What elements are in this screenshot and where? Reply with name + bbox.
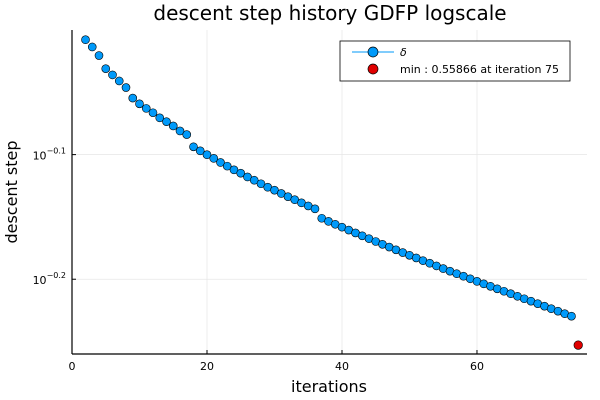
- data-point: [175, 126, 185, 136]
- ticks: 0 20 40 60 10−0.1 10−0.2: [33, 147, 484, 373]
- data-point: [162, 117, 171, 126]
- y-tick-label: 10−0.1: [33, 147, 66, 163]
- data-point: [567, 311, 576, 321]
- legend: δ min : 0.55866 at iteration 75: [339, 40, 571, 82]
- legend-label: δ: [400, 46, 407, 59]
- x-tick-label: 40: [335, 360, 349, 373]
- data-point: [128, 93, 138, 103]
- data-point: [236, 168, 246, 178]
- data-point: [249, 175, 259, 185]
- data-point: [108, 70, 117, 80]
- x-axis-label: iterations: [291, 377, 367, 396]
- x-tick-label: 20: [200, 360, 214, 373]
- data-point: [202, 150, 212, 160]
- y-axis-label: descent step: [2, 140, 21, 243]
- x-tick-label: 0: [69, 360, 76, 373]
- data-point: [114, 76, 124, 86]
- data-point: [310, 204, 320, 214]
- data-point: [121, 83, 131, 92]
- chart-title: descent step history GDFP logscale: [153, 1, 506, 25]
- data-point: [141, 104, 151, 113]
- legend-box: [339, 40, 571, 82]
- x-tick-label: 60: [470, 360, 484, 373]
- data-point: [195, 146, 205, 156]
- data-point: [101, 64, 111, 73]
- data-point: [182, 130, 192, 139]
- data-point: [256, 179, 266, 189]
- data-point: [81, 35, 90, 45]
- data-point: [229, 165, 239, 175]
- legend-marker: [367, 63, 379, 75]
- data-point: [135, 99, 144, 109]
- data-point: [209, 154, 219, 163]
- data-point: [155, 113, 165, 123]
- data-point: [189, 142, 198, 152]
- legend-label: min : 0.55866 at iteration 75: [400, 63, 559, 76]
- data-marks: [81, 35, 583, 350]
- data-point: [168, 121, 178, 131]
- data-point: [87, 42, 97, 52]
- data-point: [222, 161, 232, 171]
- axes: [71, 30, 587, 355]
- min-point: [573, 340, 583, 350]
- data-point: [94, 51, 104, 60]
- data-point: [216, 158, 225, 167]
- y-tick-label: 10−0.2: [33, 271, 66, 287]
- data-point: [148, 108, 158, 118]
- legend-marker: [367, 46, 379, 58]
